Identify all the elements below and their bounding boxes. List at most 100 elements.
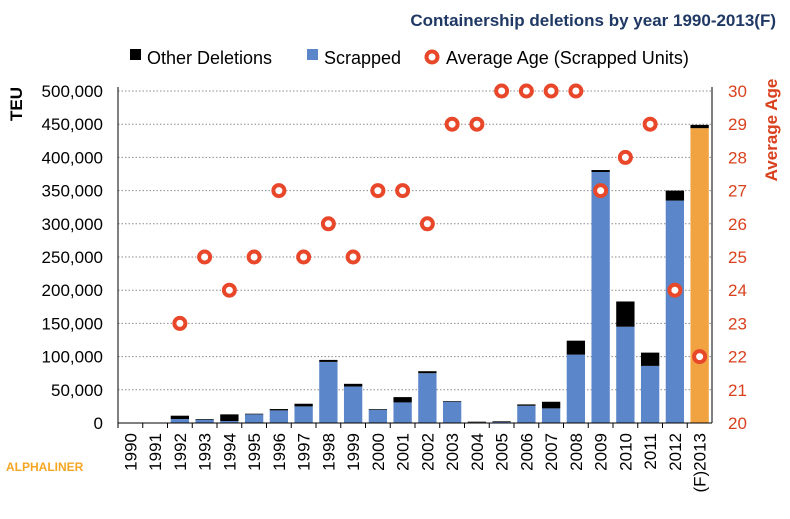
age-marker-2005 xyxy=(494,83,510,99)
x-tick-label: 2003 xyxy=(443,433,462,471)
y2-tick-label: 29 xyxy=(728,115,747,134)
y2-tick-label: 22 xyxy=(728,348,747,367)
y-tick-label: 300,000 xyxy=(42,215,103,234)
age-marker-1999 xyxy=(345,249,361,265)
bar-other-deletions-2004 xyxy=(467,421,487,423)
y-tick-label: 400,000 xyxy=(42,148,103,167)
age-marker-1993 xyxy=(197,249,213,265)
brand-label: ALPHALINER xyxy=(6,460,84,474)
y-tick-label: 250,000 xyxy=(42,248,103,267)
x-tick-label: 1995 xyxy=(245,433,264,471)
bar-scrapped-1996 xyxy=(269,410,289,423)
age-marker-2011 xyxy=(642,116,658,132)
age-marker-1998 xyxy=(320,216,336,232)
x-tick-label: 2012 xyxy=(666,433,685,471)
bar-scrapped-1993 xyxy=(195,419,214,423)
bar-other-deletions-2008 xyxy=(566,340,586,355)
bar-other-deletions-2001 xyxy=(393,397,412,403)
bars xyxy=(170,124,709,423)
y-axis-label: TEU xyxy=(7,87,26,121)
bar-other-deletions-2007 xyxy=(541,401,561,409)
age-marker-1997 xyxy=(296,249,312,265)
legend-label-average-age: Average Age (Scrapped Units) xyxy=(446,48,689,68)
x-tick-label: 2011 xyxy=(641,433,660,470)
bar-scrapped-2009 xyxy=(591,172,610,423)
bar-other-deletions-1997 xyxy=(294,403,313,407)
bar-other-deletions-2003 xyxy=(442,401,462,402)
bar-other-deletions-1996 xyxy=(269,409,289,411)
y2-tick-label: 21 xyxy=(728,381,747,400)
bar-scrapped-1997 xyxy=(294,406,313,423)
bar-other-deletions-(F)2013 xyxy=(690,124,709,129)
age-markers xyxy=(172,83,708,365)
x-tick-label: 2008 xyxy=(567,433,586,471)
x-tick-label: 1998 xyxy=(319,433,338,471)
y-tick-label: 150,000 xyxy=(42,314,103,333)
legend-swatch-average-age xyxy=(424,49,440,65)
age-marker-1992 xyxy=(172,315,188,331)
bar-scrapped-2008 xyxy=(566,354,586,423)
age-marker-2001 xyxy=(395,183,411,199)
y2-tick-label: 23 xyxy=(728,314,747,333)
x-tick-label: 1994 xyxy=(220,433,239,471)
y-tick-label: 200,000 xyxy=(42,281,103,300)
x-tick-label: 2007 xyxy=(542,433,561,471)
x-tick-label: 2010 xyxy=(616,433,635,471)
bar-other-deletions-1992 xyxy=(170,415,190,420)
y2-axis-label: Average Age xyxy=(762,79,781,182)
legend-swatch-scrapped xyxy=(307,49,318,60)
x-tick-label: 1993 xyxy=(196,433,215,471)
bar-other-deletions-2010 xyxy=(616,301,635,327)
bar-scrapped-1992 xyxy=(170,419,190,423)
x-tick-label: 1992 xyxy=(171,433,190,471)
y-tick-label: 500,000 xyxy=(42,82,103,101)
y2-tick-label: 26 xyxy=(728,215,747,234)
bar-scrapped-1998 xyxy=(319,361,338,423)
bar-other-deletions-1999 xyxy=(343,383,363,387)
age-marker-2003 xyxy=(444,116,460,132)
x-tick-label: 2001 xyxy=(394,433,413,471)
bar-scrapped-2002 xyxy=(418,373,437,423)
x-tick-label: 2000 xyxy=(369,433,388,471)
legend-label-scrapped: Scrapped xyxy=(324,48,401,68)
y-tick-label: 100,000 xyxy=(42,348,103,367)
y2-tick-label: 28 xyxy=(728,148,747,167)
x-tick-label: 2004 xyxy=(468,433,487,471)
chart-title: Containership deletions by year 1990-201… xyxy=(410,11,776,30)
bar-scrapped-2006 xyxy=(517,405,536,423)
age-marker-1996 xyxy=(271,183,287,199)
x-tick-label: 2009 xyxy=(592,433,611,471)
x-tick-label: 1996 xyxy=(270,433,289,471)
bar-other-deletions-2006 xyxy=(517,404,536,406)
bar-other-deletions-2009 xyxy=(591,170,610,173)
x-tick-label: 1990 xyxy=(121,433,140,471)
bar-scrapped-2012 xyxy=(665,200,685,423)
age-marker-1995 xyxy=(246,249,262,265)
age-marker-2010 xyxy=(617,149,633,165)
x-tick-label: 1997 xyxy=(295,433,314,471)
y2-tick-label: 24 xyxy=(728,281,747,300)
age-marker-2002 xyxy=(419,216,435,232)
bar-scrapped-1999 xyxy=(343,386,363,423)
y2-tick-label: 27 xyxy=(728,182,747,201)
bar-scrapped-2007 xyxy=(541,408,561,423)
y-tick-label: 450,000 xyxy=(42,115,103,134)
age-marker-2007 xyxy=(543,83,559,99)
bar-other-deletions-2005 xyxy=(492,421,511,423)
x-tick-label: 1991 xyxy=(146,433,165,471)
age-marker-2008 xyxy=(568,83,584,99)
y-tick-label: 0 xyxy=(94,414,103,433)
age-marker-2009 xyxy=(593,183,609,199)
bar-scrapped-2011 xyxy=(640,365,660,423)
x-tick-label: 2005 xyxy=(493,433,512,471)
age-marker-1994 xyxy=(221,282,237,298)
age-marker-2000 xyxy=(370,183,386,199)
bar-scrapped-1994 xyxy=(220,421,239,423)
legend: Other Deletions Scrapped Average Age (Sc… xyxy=(130,48,689,68)
legend-swatch-other-deletions xyxy=(130,49,141,60)
bar-scrapped-2010 xyxy=(616,326,635,423)
bar-scrapped-2003 xyxy=(442,401,462,423)
bar-other-deletions-2000 xyxy=(368,409,388,410)
y2-tick-label: 25 xyxy=(728,248,747,267)
bar-scrapped-(F)2013 xyxy=(690,128,709,423)
